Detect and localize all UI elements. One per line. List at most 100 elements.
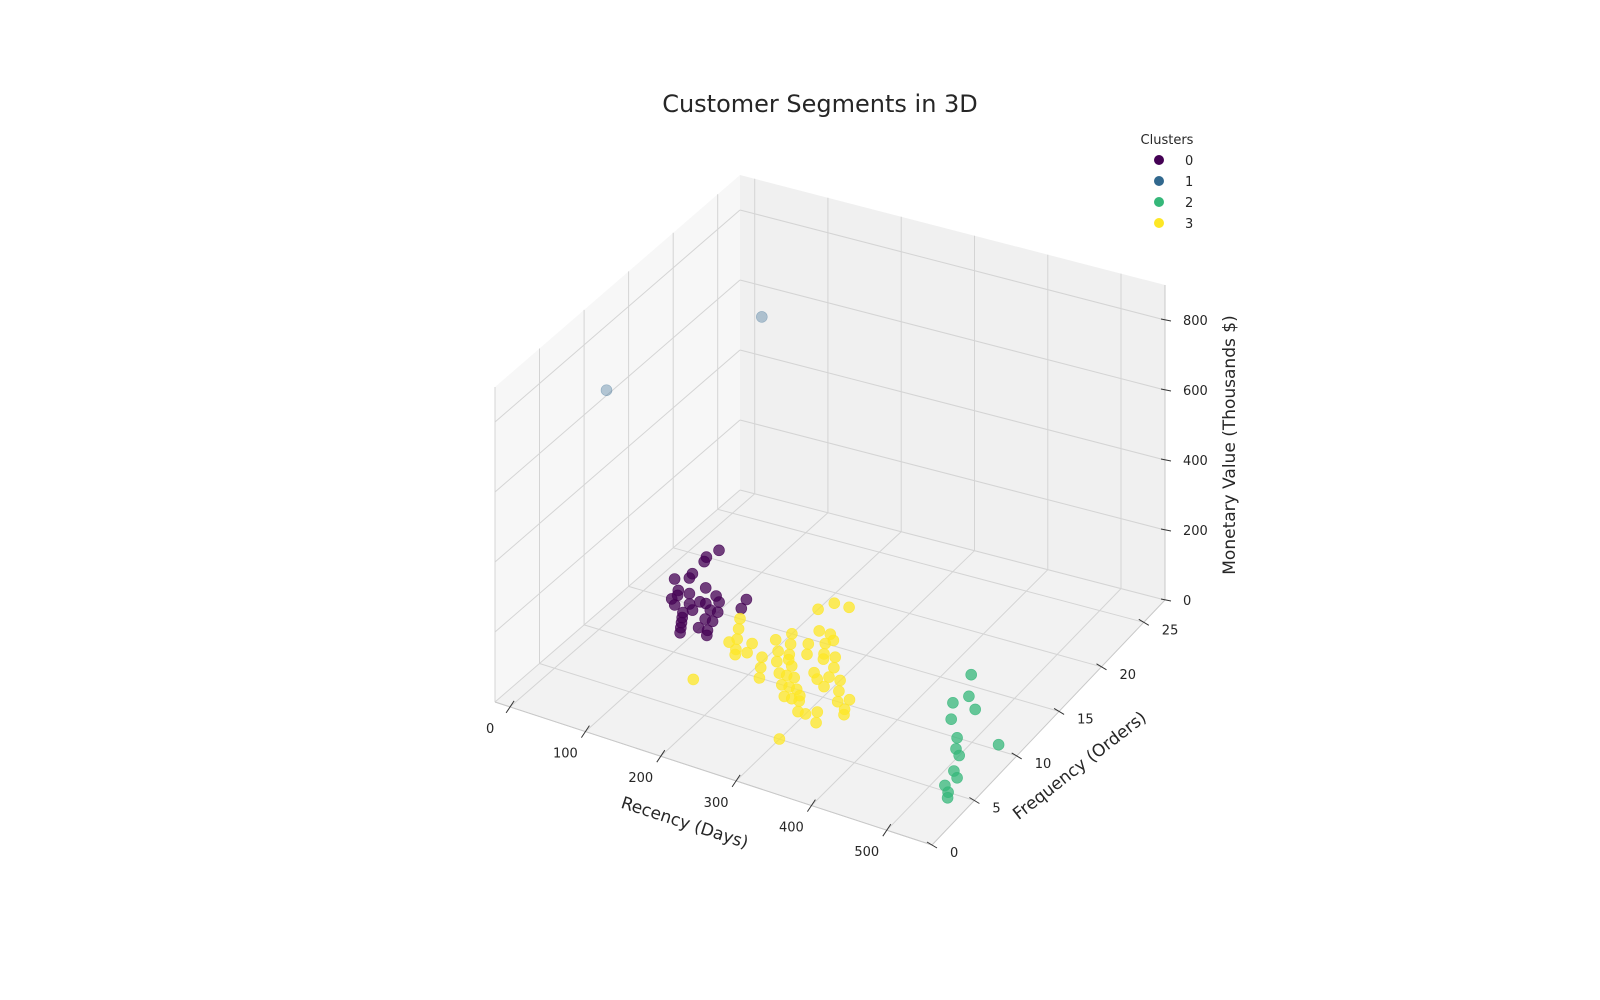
grid-line-z	[494, 489, 741, 703]
x-tick-mark	[731, 774, 741, 788]
data-point	[811, 706, 824, 718]
x-axis-line	[494, 701, 933, 846]
z-tick-label: 800	[1183, 314, 1208, 329]
data-point	[668, 573, 681, 585]
data-point	[945, 713, 958, 726]
x-tick-label: 500	[854, 845, 879, 860]
data-point	[992, 738, 1005, 751]
y-tick-label: 25	[1162, 623, 1179, 638]
x-tick-label: 300	[704, 796, 729, 811]
data-point	[941, 791, 954, 804]
grid-line-z	[739, 349, 1166, 461]
data-point	[965, 668, 978, 681]
data-point	[788, 671, 801, 684]
legend-label-0: 0	[1185, 154, 1193, 169]
legend-label-1: 1	[1185, 175, 1193, 190]
data-point	[683, 572, 696, 584]
data-point	[817, 653, 830, 665]
data-point	[698, 555, 711, 568]
z-tick-label: 600	[1183, 384, 1208, 399]
x-tick-label: 0	[486, 722, 494, 737]
data-point	[785, 660, 798, 672]
y-tick-mark	[1011, 752, 1022, 760]
data-point	[811, 673, 824, 685]
data-point	[746, 637, 758, 650]
data-point	[810, 716, 822, 729]
data-point	[770, 655, 783, 668]
left-wall-pane	[495, 175, 740, 702]
legend-marker-1	[1154, 176, 1164, 186]
x-axis-label: Recency (Days)	[618, 793, 750, 853]
data-point	[828, 597, 841, 610]
data-point	[801, 648, 813, 661]
data-point	[799, 708, 812, 720]
z-tick-label: 200	[1183, 524, 1208, 539]
y-tick-label: 5	[992, 802, 1000, 817]
data-point	[827, 634, 840, 647]
grid-line-z	[494, 349, 741, 563]
data-point	[686, 604, 699, 616]
data-point	[969, 703, 982, 716]
data-point	[699, 582, 712, 594]
data-point	[802, 638, 815, 650]
grid-line-z	[739, 489, 1166, 601]
series-3	[687, 597, 856, 745]
grid-line-z	[739, 419, 1166, 531]
z-tick-mark	[1160, 458, 1172, 462]
x-tick-mark	[505, 700, 515, 714]
data-point	[823, 671, 835, 683]
y-tick-mark	[1138, 618, 1150, 626]
chart-title: Customer Segments in 3D	[662, 90, 978, 118]
data-point	[756, 651, 768, 664]
grid-line-y	[673, 547, 1102, 668]
data-point	[951, 771, 963, 784]
data-point	[734, 612, 746, 625]
back-wall-pane	[740, 175, 1165, 600]
z-tick-label: 0	[1183, 594, 1191, 609]
data-point	[773, 733, 786, 745]
grid-line-x	[509, 493, 756, 708]
data-point	[772, 645, 784, 658]
data-point	[700, 629, 713, 642]
legend-marker-0	[1154, 155, 1164, 165]
legend-label-3: 3	[1185, 217, 1193, 232]
legend-marker-2	[1154, 197, 1164, 207]
grid-lines	[494, 178, 1166, 846]
data-point	[833, 685, 845, 697]
grid-line-x	[811, 569, 1049, 806]
series-2	[939, 668, 1005, 804]
data-point	[713, 596, 725, 608]
data-point	[674, 626, 686, 639]
data-point	[732, 623, 745, 635]
legend-label-2: 2	[1185, 196, 1193, 211]
z-tick-label: 400	[1183, 454, 1208, 469]
data-point	[753, 672, 766, 684]
data-point	[812, 603, 824, 616]
x-tick-mark	[806, 799, 816, 812]
data-point	[834, 674, 846, 687]
grid-line-z	[494, 279, 741, 493]
data-point	[769, 633, 782, 646]
data-point	[668, 599, 681, 611]
data-point	[831, 695, 844, 708]
data-point	[963, 690, 975, 703]
x-tick-label: 200	[628, 771, 653, 786]
grid-line-z	[739, 209, 1166, 321]
x-tick-mark	[580, 725, 590, 738]
x-tick-label: 400	[779, 821, 804, 836]
data-point	[951, 731, 963, 744]
data-point	[829, 651, 842, 664]
data-point	[784, 638, 797, 650]
axis-lines	[494, 285, 1166, 846]
data-point	[754, 661, 767, 674]
data-point	[843, 601, 855, 614]
y-tick-mark	[1053, 707, 1065, 715]
data-point	[947, 696, 959, 709]
axis-panes	[495, 175, 1165, 845]
data-point	[740, 593, 753, 606]
x-tick-mark	[656, 749, 666, 763]
data-point	[838, 708, 850, 721]
y-tick-label: 15	[1077, 712, 1094, 727]
data-point	[729, 648, 742, 661]
